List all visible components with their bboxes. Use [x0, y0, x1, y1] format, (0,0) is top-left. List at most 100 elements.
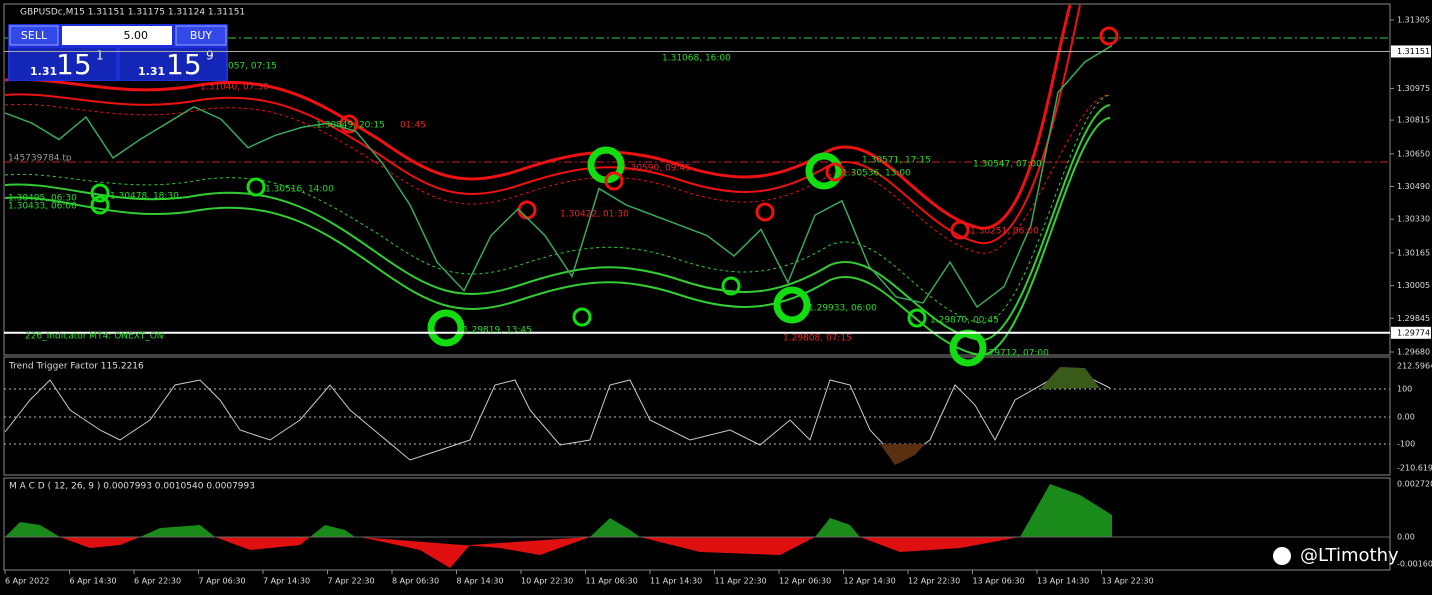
annotation: 1.30422, 01:30	[560, 210, 629, 220]
macd-tick-label: -0.001601	[1397, 560, 1432, 569]
time-label: 13 Apr 22:30	[1102, 577, 1154, 586]
macd-pane	[3, 477, 1391, 571]
bid-sup: 1	[96, 49, 104, 63]
ttf-pane	[3, 356, 1391, 476]
time-label: 6 Apr 22:30	[134, 577, 181, 586]
circle	[90, 183, 110, 203]
time-label: 12 Apr 06:30	[779, 577, 831, 586]
macd-up	[5, 484, 1112, 537]
watermark: @LTimothy	[1300, 545, 1399, 566]
annotation: 226_Indicator MT4: ONEXT_ON	[25, 332, 164, 342]
annotation: 1.30590, 09:45	[622, 164, 691, 174]
circle	[604, 171, 624, 191]
ttf-tick-label: 212.5964	[1397, 362, 1432, 371]
price-tick-label: 1.30815	[1397, 116, 1430, 125]
time-label: 11 Apr 22:30	[715, 577, 767, 586]
time-label: 11 Apr 06:30	[586, 577, 638, 586]
circle	[907, 308, 927, 328]
time-label: 12 Apr 14:30	[844, 577, 896, 586]
circle	[246, 177, 266, 197]
price-tick-label: 1.30975	[1397, 84, 1430, 93]
ttf-tick-label: 0.00	[1397, 413, 1415, 422]
ttf-title: Trend Trigger Factor 115.2216	[8, 362, 144, 372]
time-label: 8 Apr 06:30	[392, 577, 439, 586]
price-box	[1391, 326, 1431, 339]
price-tick-label: 1.30165	[1397, 248, 1430, 257]
circle	[427, 309, 465, 347]
time-label: 6 Apr 2022	[5, 577, 49, 586]
bid-prefix: 1.31	[30, 65, 57, 78]
time-label: 10 Apr 22:30	[521, 577, 573, 586]
ttf-line	[4, 367, 1111, 463]
bid-box[interactable]	[10, 48, 116, 80]
time-label: 7 Apr 22:30	[328, 577, 375, 586]
ttf-tick-label: -100	[1397, 440, 1415, 449]
ask-box[interactable]	[120, 48, 226, 80]
macd-down	[60, 537, 1020, 568]
time-label: 8 Apr 14:30	[457, 577, 504, 586]
macd-title: M A C D ( 12, 26, 9 ) 0.0007993 0.001054…	[9, 482, 255, 492]
ttf-tick-label: -210.6191	[1397, 464, 1432, 473]
ttf-fill	[1040, 367, 1100, 389]
macd-tick-label: 0.00	[1397, 533, 1415, 542]
price-tick-label: 1.29845	[1397, 314, 1430, 323]
circle	[572, 307, 592, 327]
lots-value: 5.00	[124, 29, 149, 42]
price-box	[1391, 45, 1431, 58]
lower-band	[4, 94, 1111, 324]
time-label: 7 Apr 06:30	[199, 577, 246, 586]
price-tick-label: 1.30650	[1397, 149, 1430, 158]
price-tick-label: 1.30005	[1397, 281, 1430, 290]
time-label: 13 Apr 14:30	[1037, 577, 1089, 586]
annotation: 1.31068, 16:00	[662, 54, 731, 64]
macd-tick-label: 0.002720	[1397, 480, 1432, 489]
buy-button[interactable]	[175, 25, 227, 46]
bid-big: 15	[56, 48, 92, 81]
time-label: 6 Apr 14:30	[70, 577, 117, 586]
price-tick-label: 1.30330	[1397, 215, 1430, 224]
time-label: 12 Apr 22:30	[908, 577, 960, 586]
annotation: 1.29712, 07:00	[980, 349, 1049, 359]
circle	[805, 152, 843, 190]
annotation: 1.29808, 07:15	[783, 334, 852, 344]
circle	[339, 114, 359, 134]
annotation: 1.29933, 06:00	[808, 304, 877, 314]
ask-prefix: 1.31	[138, 65, 165, 78]
circle	[773, 286, 811, 324]
symbol-header: GBPUSDc,M15 1.31151 1.31175 1.31124 1.31…	[20, 8, 245, 18]
annotation: 1.30849, 20:15	[316, 121, 385, 131]
annotation: 057, 07:15	[228, 62, 277, 72]
annotation: 1.30495, 06:30	[8, 194, 77, 204]
circle	[755, 202, 775, 222]
circle	[1099, 26, 1119, 46]
ask-big: 15	[166, 48, 202, 81]
circle	[90, 195, 110, 215]
signal-circles	[90, 26, 1119, 367]
annotation: 1.30547, 07:00	[973, 160, 1042, 170]
ask-sup: 9	[206, 49, 214, 63]
circle	[721, 276, 741, 296]
annotation: 1.29819, 13:45	[463, 326, 532, 336]
price-box-label: 1.31151	[1397, 47, 1430, 56]
circle	[825, 162, 845, 182]
annotation: 1.31040, 07:30	[200, 83, 269, 93]
circle	[950, 220, 970, 240]
annotation: 1.30433, 06:00	[8, 202, 77, 212]
buy-label: BUY	[190, 29, 213, 42]
price-tick-label: 1.29680	[1397, 348, 1430, 357]
annotation: 1.29870, 00:45	[930, 316, 999, 326]
ttf-tick-label: 100	[1397, 385, 1412, 394]
annotation: 1.30571, 17:15	[862, 156, 931, 166]
ttf-fill	[880, 444, 925, 465]
time-label: 7 Apr 14:30	[263, 577, 310, 586]
sell-label: SELL	[21, 29, 48, 42]
time-label: 11 Apr 14:30	[650, 577, 702, 586]
annotation: 1.30251, 06:00	[970, 227, 1039, 237]
lots-field[interactable]	[62, 26, 172, 45]
price-tick-label: 1.31305	[1397, 16, 1430, 25]
sell-button[interactable]	[9, 25, 59, 46]
annotation: 1.30516, 14:00	[265, 185, 334, 195]
main-pane	[3, 3, 1391, 356]
